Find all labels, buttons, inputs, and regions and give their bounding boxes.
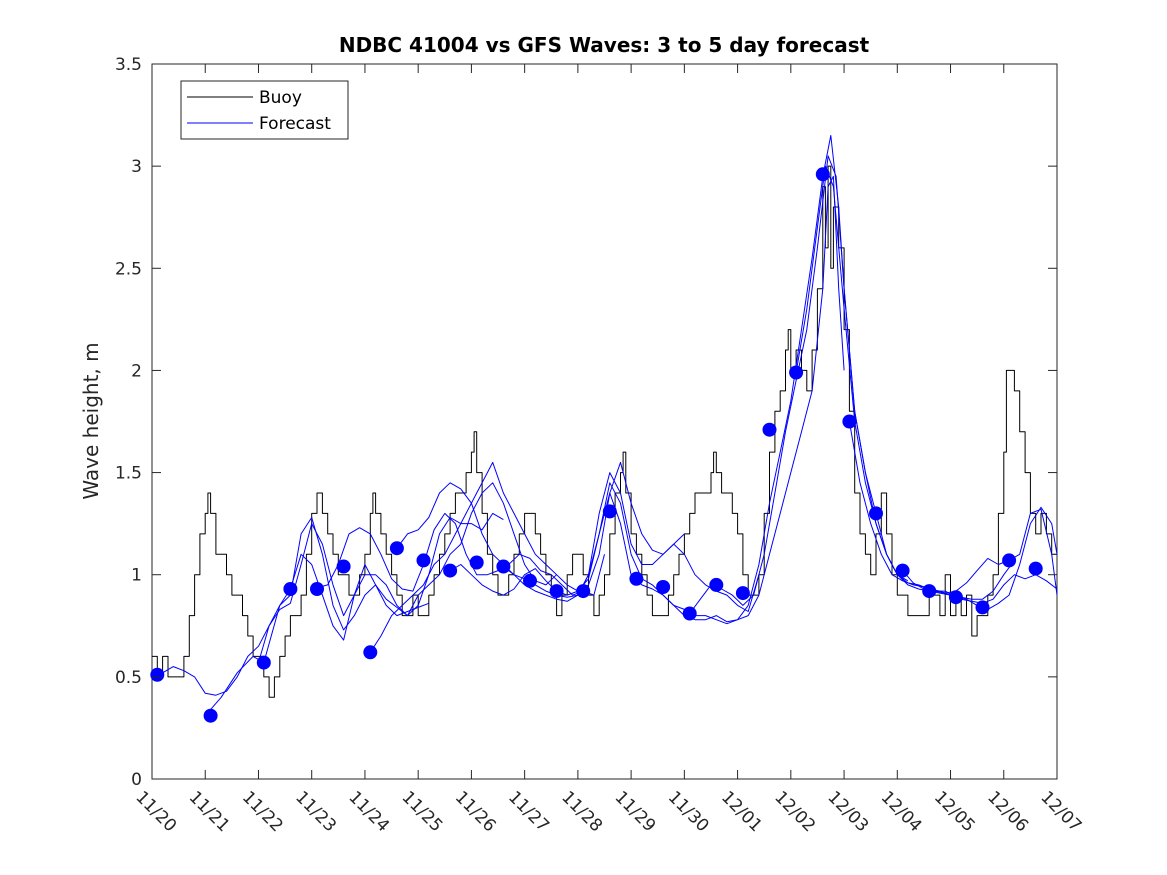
- series-line-forecast-c: [258, 482, 557, 663]
- forecast-marker: [310, 582, 324, 596]
- forecast-marker: [443, 563, 458, 578]
- series-line-forecast-d: [311, 512, 605, 596]
- forecast-marker: [1002, 553, 1017, 568]
- forecast-marker: [416, 553, 431, 568]
- forecast-marker: [283, 582, 298, 596]
- forecast-marker: [203, 708, 218, 723]
- forecast-marker: [815, 167, 830, 182]
- legend-label-forecast: Forecast: [259, 114, 331, 134]
- y-tick-label: 2: [131, 361, 142, 381]
- chart-title: NDBC 41004 vs GFS Waves: 3 to 5 day fore…: [339, 33, 870, 57]
- forecast-marker: [869, 506, 883, 521]
- legend-label-buoy: Buoy: [259, 88, 302, 108]
- series-line-forecast-b: [204, 512, 504, 717]
- forecast-marker: [895, 563, 910, 578]
- forecast-marker: [150, 667, 165, 682]
- series-line-forecast-a: [151, 523, 429, 696]
- forecast-marker: [523, 573, 537, 588]
- forecast-marker: [922, 584, 937, 599]
- plot-area: [151, 63, 1058, 780]
- forecast-marker: [975, 600, 990, 615]
- y-tick-label: 3: [131, 157, 142, 177]
- forecast-marker: [496, 559, 511, 574]
- forecast-marker: [682, 606, 697, 621]
- y-tick-label: 1: [131, 566, 142, 586]
- forecast-marker: [549, 584, 564, 599]
- forecast-marker: [629, 571, 644, 586]
- series-line-forecast-e: [369, 461, 685, 653]
- y-tick-label: 3.5: [115, 55, 142, 75]
- legend: Buoy Forecast: [180, 80, 349, 140]
- forecast-marker: [256, 655, 271, 670]
- y-tick-label: 0: [131, 770, 142, 790]
- series-line-buoy: [152, 165, 1057, 698]
- forecast-marker: [602, 504, 617, 519]
- forecast-marker: [363, 645, 378, 660]
- forecast-marker: [842, 414, 857, 429]
- forecast-marker: [948, 590, 963, 605]
- forecast-marker: [762, 422, 777, 437]
- forecast-marker: [576, 584, 591, 599]
- forecast-marker: [735, 586, 750, 601]
- forecast-marker: [469, 555, 484, 570]
- y-tick-label: 0.5: [115, 668, 142, 688]
- marker-layer: [150, 167, 1043, 723]
- forecast-marker: [709, 577, 724, 592]
- forecast-marker: [336, 559, 351, 574]
- y-tick-label: 2.5: [115, 259, 142, 279]
- forecast-marker: [789, 365, 804, 380]
- forecast-marker: [1028, 561, 1043, 576]
- y-axis-label: Wave height, m: [79, 342, 103, 499]
- legend-box: [180, 80, 349, 140]
- forecast-marker: [656, 580, 671, 594]
- y-tick-label: 1.5: [115, 464, 142, 484]
- forecast-marker: [389, 541, 404, 556]
